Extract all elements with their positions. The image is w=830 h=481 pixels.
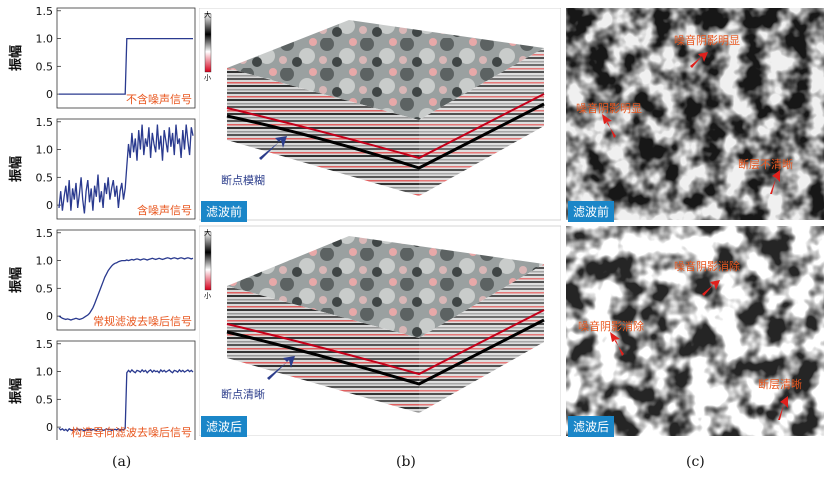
annotation-noise-removed-1: 噪音阴影消除 [674,260,740,273]
tag-before-filter-c: 滤波前 [568,201,615,222]
annotation-noise-shadow-1: 噪音阴影明显 [674,34,740,47]
colorbar-min-label: 小 [204,73,211,82]
colorbar-max-label: 大 [204,10,211,19]
red-arrow-5 [610,332,624,356]
ytick-label-0-2: 0.5 [36,60,54,73]
plot-label-2: 常规滤波去噪后信号 [93,314,192,328]
ytick-label-2-3: 0 [46,310,53,323]
annotation-noise-shadow-2: 噪音阴影明显 [576,102,642,115]
plot-label-3: 构造导向滤波去噪后信号 [71,425,192,439]
colorbar-bottom [204,231,212,291]
tag-after-filter-b: 滤波后 [201,416,248,437]
ylabel-0: 振幅 [8,45,24,71]
red-arrow-3 [770,170,780,194]
ylabel-3: 振幅 [8,378,24,404]
ytick-label-3-1: 1.0 [36,366,54,379]
series-line-3 [58,368,194,432]
ytick-label-1-3: 0 [46,199,53,212]
colorbar-min-label-2: 小 [204,291,211,300]
ytick-label-0-1: 1.0 [36,33,54,46]
ylabel-2: 振幅 [8,267,24,293]
volume-before [226,20,545,196]
red-arrow-1 [690,52,708,68]
volume-after [226,236,545,413]
ytick-label-3-2: 0.5 [36,393,54,406]
caption-a: (a) [112,454,132,470]
ytick-label-3-3: 0 [46,421,53,434]
tag-after-filter-c: 滤波后 [568,416,615,437]
coherence-before [566,8,824,220]
plot-label-1: 含噪声信号 [137,203,192,217]
plot-label-0: 不含噪声信号 [126,92,192,106]
ytick-label-3-0: 1.5 [36,338,54,351]
annotation-clear-breakpoint: 断点清晰 [221,388,265,401]
plot-frame-2 [56,229,196,331]
annotation-blurred-breakpoint: 断点模糊 [221,174,265,187]
panel-c: 噪音阴影明显 噪音阴影明显 断层不清晰 滤波前 噪音阴影消除 噪音阴影消除 断层… [566,8,824,437]
seismic-volumes: 大 小 大 小 [198,7,562,437]
panel-b: 大 小 大 小 断点模糊 滤波前 断点清晰 滤波后 [198,7,562,437]
ytick-label-1-2: 0.5 [36,171,54,184]
ytick-label-1-0: 1.5 [36,116,54,129]
coherence-slices [566,8,824,436]
annotation-fault-clear: 断层清晰 [758,378,802,391]
colorbar-top [204,13,212,73]
ytick-label-0-3: 0 [46,88,53,101]
ytick-label-2-0: 1.5 [36,227,54,240]
red-arrow-6 [778,396,788,420]
annotation-noise-removed-2: 噪音阴影消除 [578,320,644,333]
ytick-label-0-0: 1.5 [36,5,54,18]
ytick-label-2-1: 1.0 [36,255,54,268]
blue-arrow-bottom [267,356,295,380]
ytick-label-2-2: 0.5 [36,282,54,295]
red-arrow-2 [602,114,616,138]
annotation-fault-unclear: 断层不清晰 [738,158,793,171]
caption-c: (c) [686,454,705,470]
panel-a-plots: 1.51.00.50振幅不含噪声信号1.51.00.50振幅含噪声信号1.51.… [8,5,196,442]
coherence-after [566,226,824,436]
caption-b: (b) [396,454,416,470]
series-line-2 [58,257,194,321]
red-arrow-4 [702,280,720,296]
ylabel-1: 振幅 [8,156,24,182]
series-line-0 [59,37,193,95]
tag-before-filter-b: 滤波前 [201,201,248,222]
ytick-label-1-1: 1.0 [36,144,54,157]
colorbar-max-label-2: 大 [204,228,211,237]
blue-arrow-top [259,136,287,160]
panel-a: 1.5 1.0 0.5 0 振幅 不含噪声信号 1.5 1.0 0.5 0 振幅 含噪声信号 1.5 1.… [0,0,200,442]
series-line-1 [58,124,194,214]
